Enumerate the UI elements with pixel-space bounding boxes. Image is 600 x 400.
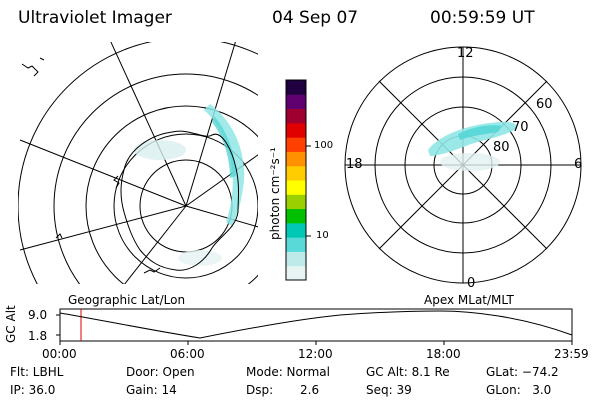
colorbar-segment [286, 151, 306, 167]
glon-status: GLon: 3.0 [486, 383, 552, 397]
time-tick-0000: 00:00 [42, 347, 77, 361]
colorbar-segment [286, 194, 306, 210]
mlt-label-12: 12 [457, 46, 474, 61]
glat-status: GLat: −74.2 [486, 365, 559, 379]
colorbar-segment [286, 251, 306, 267]
filter-status: Flt: LBHL [10, 365, 64, 379]
dsp-label: Dsp: [246, 383, 274, 397]
colorbar-segment [286, 265, 306, 281]
mlt-label-0: 0 [467, 276, 476, 291]
colorbar-tick-100: 100 [314, 140, 334, 151]
observation-date: 04 Sep 07 [272, 8, 359, 28]
colorbar-segment [286, 165, 306, 181]
time-tick-1200: 12:00 [298, 347, 333, 361]
colorbar-segment [286, 94, 306, 110]
mlat-label-70: 70 [512, 120, 529, 135]
time-tick-1800: 18:00 [426, 347, 461, 361]
colorbar-segment [286, 208, 306, 224]
colorbar-segment [286, 108, 306, 124]
colorbar-segment [286, 222, 306, 238]
dsp-value: 2.6 [300, 383, 320, 397]
altitude-ylabel: GC Alt [4, 305, 18, 343]
gc-alt-status: GC Alt: 8.1 Re [366, 365, 450, 379]
colorbar-tick-10: 10 [316, 230, 329, 241]
mlt-label-18: 18 [346, 157, 363, 172]
mlt-label-6: 6 [574, 157, 583, 172]
mlat-label-60: 60 [536, 97, 553, 112]
time-tick-0600: 06:00 [170, 347, 205, 361]
altitude-ytick-low: 1.8 [28, 329, 48, 343]
altitude-ytick-high: 9.0 [28, 308, 48, 322]
polar-map-caption: Apex MLat/MLT [424, 293, 514, 307]
door-status: Door: Open [126, 365, 195, 379]
colorbar-segment [286, 137, 306, 152]
colorbar-segment [286, 80, 306, 95]
observation-time: 00:59:59 UT [430, 8, 535, 28]
gain-status: Gain: 14 [126, 383, 177, 397]
seq-status: Seq: 39 [366, 383, 412, 397]
geo-map-caption: Geographic Lat/Lon [68, 293, 186, 307]
instrument-title: Ultraviolet Imager [18, 8, 172, 28]
colorbar-segment [286, 237, 306, 252]
ip-status: IP: 36.0 [10, 383, 56, 397]
mlat-label-80: 80 [493, 140, 510, 155]
time-tick-2359: 23:59 [554, 347, 589, 361]
colorbar-segment [286, 122, 306, 138]
mode-status: Mode: Normal [246, 365, 330, 379]
colorbar-segment [286, 180, 306, 195]
